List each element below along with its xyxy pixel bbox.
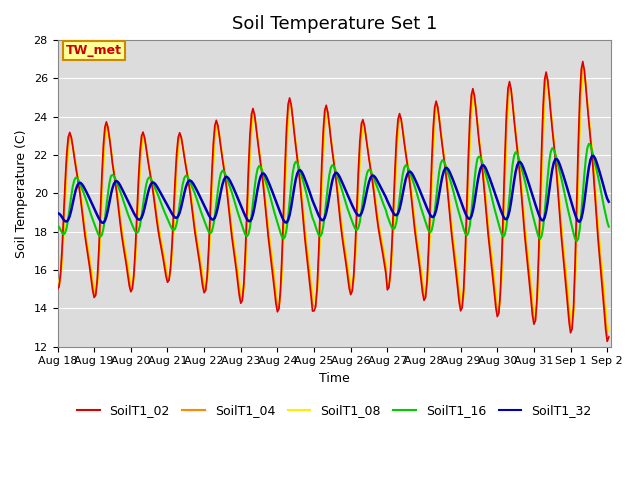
SoilT1_16: [461, 230, 469, 236]
SoilT1_02: [604, 338, 611, 344]
X-axis label: Time: Time: [319, 372, 349, 385]
Line: SoilT1_04: SoilT1_04: [58, 66, 609, 336]
SoilT1_02: [244, 166, 252, 172]
Y-axis label: Soil Temperature (C): Soil Temperature (C): [15, 129, 28, 258]
SoilT1_04: [461, 260, 469, 266]
SoilT1_32: [533, 206, 541, 212]
SoilT1_32: [99, 220, 107, 226]
SoilT1_08: [244, 200, 252, 206]
SoilT1_32: [605, 199, 612, 204]
SoilT1_04: [465, 170, 472, 176]
SoilT1_08: [465, 193, 472, 199]
Line: SoilT1_16: SoilT1_16: [58, 144, 609, 241]
SoilT1_32: [54, 210, 61, 216]
SoilT1_08: [339, 229, 347, 235]
SoilT1_02: [461, 250, 469, 255]
SoilT1_04: [605, 334, 612, 339]
SoilT1_16: [54, 223, 61, 229]
SoilT1_16: [339, 191, 347, 196]
SoilT1_04: [532, 317, 540, 323]
SoilT1_16: [451, 193, 458, 199]
SoilT1_08: [605, 328, 612, 334]
SoilT1_32: [340, 185, 348, 191]
Line: SoilT1_08: SoilT1_08: [58, 73, 609, 331]
SoilT1_16: [532, 223, 540, 228]
SoilT1_32: [246, 218, 253, 224]
SoilT1_16: [573, 239, 580, 244]
SoilT1_02: [54, 286, 61, 292]
SoilT1_08: [451, 242, 458, 248]
SoilT1_04: [451, 251, 458, 257]
SoilT1_02: [605, 334, 612, 340]
SoilT1_04: [339, 237, 347, 242]
SoilT1_02: [579, 59, 587, 64]
SoilT1_02: [465, 155, 472, 161]
SoilT1_32: [589, 153, 597, 159]
SoilT1_08: [532, 312, 540, 318]
Line: SoilT1_32: SoilT1_32: [58, 156, 609, 223]
Text: TW_met: TW_met: [66, 44, 122, 57]
SoilT1_32: [466, 216, 474, 222]
Legend: SoilT1_02, SoilT1_04, SoilT1_08, SoilT1_16, SoilT1_32: SoilT1_02, SoilT1_04, SoilT1_08, SoilT1_…: [72, 399, 596, 422]
SoilT1_16: [244, 231, 252, 237]
SoilT1_32: [463, 213, 470, 219]
SoilT1_16: [605, 224, 612, 229]
SoilT1_02: [339, 241, 347, 247]
SoilT1_16: [585, 141, 593, 147]
SoilT1_16: [465, 230, 472, 236]
Title: Soil Temperature Set 1: Soil Temperature Set 1: [232, 15, 437, 33]
SoilT1_04: [579, 63, 587, 69]
SoilT1_32: [452, 185, 460, 191]
Line: SoilT1_02: SoilT1_02: [58, 61, 609, 341]
SoilT1_02: [532, 318, 540, 324]
SoilT1_08: [461, 273, 469, 279]
SoilT1_08: [54, 276, 61, 282]
SoilT1_08: [580, 70, 588, 76]
SoilT1_02: [451, 256, 458, 262]
SoilT1_04: [244, 179, 252, 185]
SoilT1_04: [54, 283, 61, 288]
